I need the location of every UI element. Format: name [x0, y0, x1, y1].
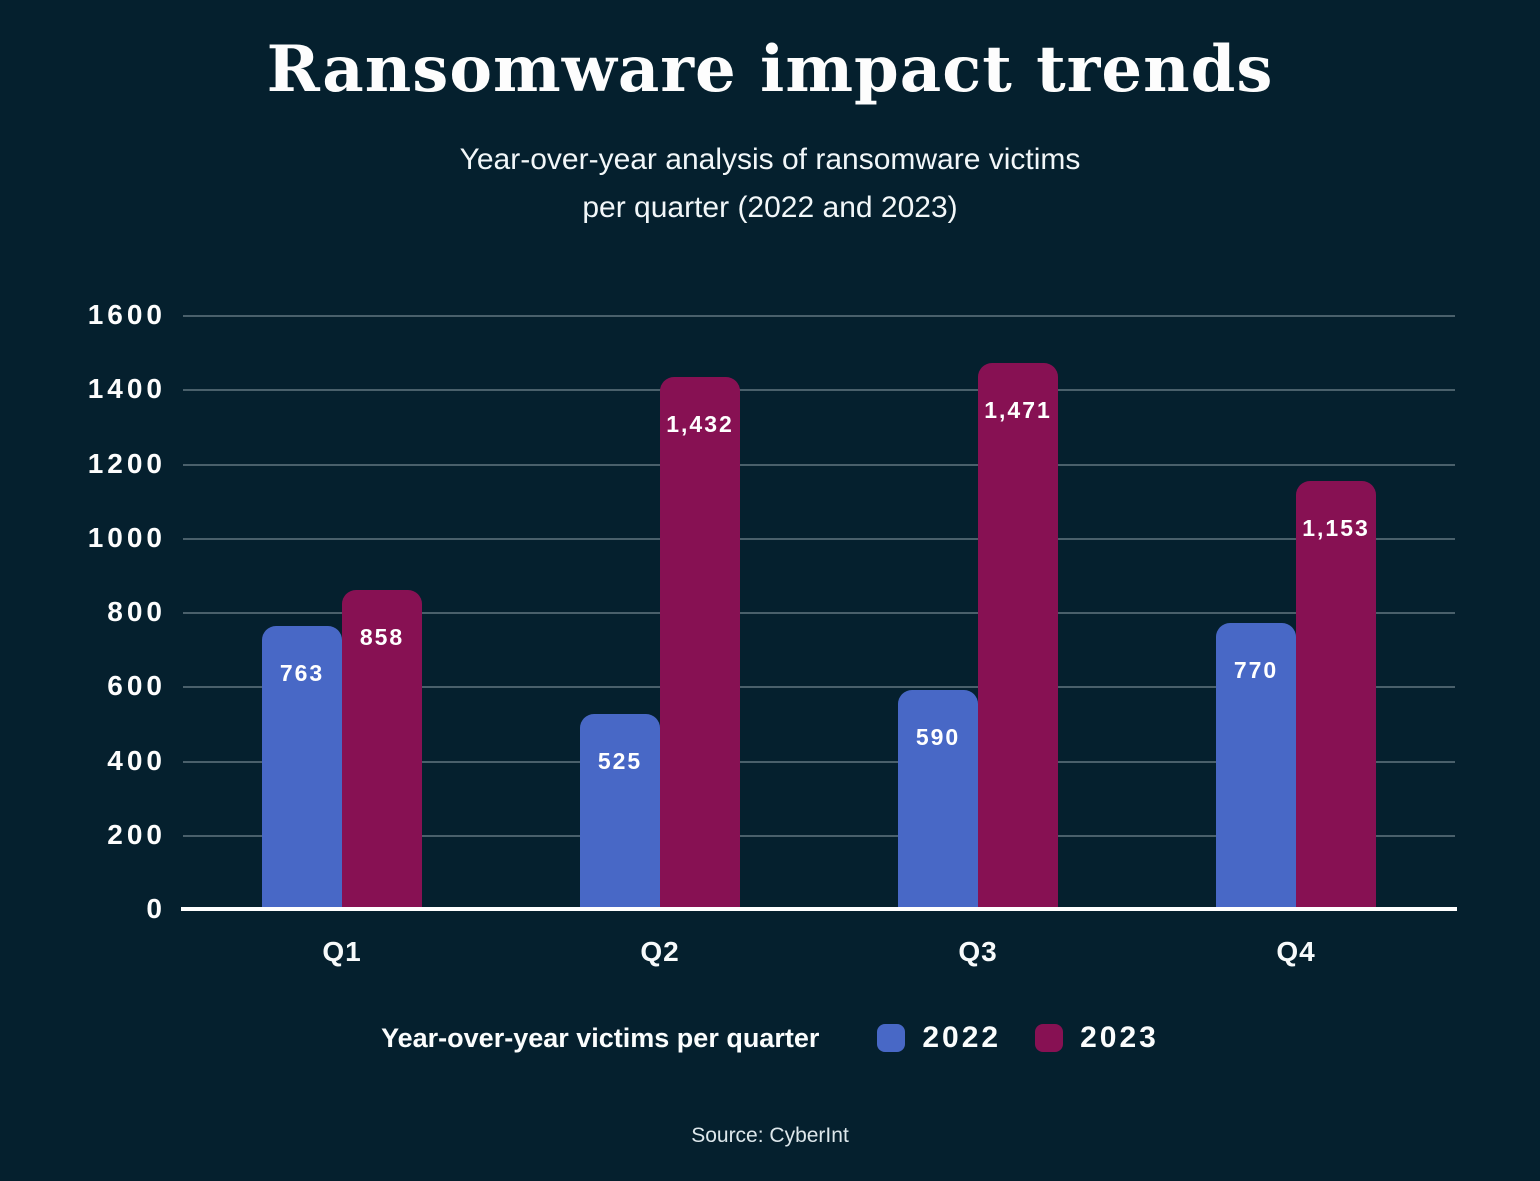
- y-axis-tick-label-1000: 1000: [87, 521, 166, 553]
- bar-group-q4: 770 1,153 Q4: [1216, 315, 1376, 967]
- bar-2023-q2: 1,432: [660, 377, 740, 909]
- bar-value-label-2023-q4: 1,153: [1302, 515, 1370, 541]
- gridline-400: [183, 760, 1455, 763]
- x-axis-label-q2: Q2: [640, 936, 680, 967]
- y-axis-tick-label-1200: 1200: [87, 447, 166, 479]
- gridline-800: [183, 612, 1455, 614]
- legend-items: 2022 2023: [877, 1021, 1159, 1055]
- bar-2022-q3: 590: [898, 690, 978, 909]
- gridline-1000: [183, 537, 1455, 540]
- gridline-600: [183, 686, 1455, 689]
- y-axis-tick-label-800: 800: [107, 596, 166, 627]
- bar-2023-q3: 1,471: [978, 363, 1058, 909]
- bar-group-q3: 590 1,471 Q3: [898, 315, 1058, 967]
- legend-swatch-2022: [877, 1024, 906, 1052]
- gridline-1400: [183, 389, 1455, 392]
- bar-value-label-2022-q4: 770: [1233, 657, 1279, 683]
- legend-title: Year-over-year victims per quarter: [381, 1022, 820, 1053]
- bar-value-label-2022-q2: 525: [597, 748, 643, 774]
- chart-plot-area: 0 200 400 600 800 1000 1200 1400 1600 763 858 Q1 525…: [88, 299, 1457, 967]
- subtitle-line-2: per quarter (2022 and 2023): [582, 191, 958, 224]
- bar-value-label-2023-q2: 1,432: [666, 411, 734, 437]
- subtitle-line-1: Year-over-year analysis of ransomware vi…: [459, 143, 1081, 176]
- gridline-1600: [183, 315, 1455, 317]
- x-axis-baseline: [181, 907, 1457, 911]
- legend-item-2023: 2023: [1035, 1021, 1159, 1055]
- chart-legend: Year-over-year victims per quarter 2022 2…: [0, 1021, 1540, 1055]
- bar-2022-q1: 763: [262, 626, 342, 909]
- y-axis-tick-label-1400: 1400: [87, 373, 166, 405]
- y-axis-tick-label-400: 400: [107, 744, 166, 776]
- x-axis-label-q3: Q3: [958, 936, 998, 967]
- gridline-1200: [183, 463, 1455, 466]
- bar-2022-q2: 525: [580, 714, 660, 909]
- bar-group-q2: 525 1,432 Q2: [580, 315, 740, 967]
- y-axis-tick-label-0: 0: [146, 893, 166, 924]
- bar-2023-q1: 858: [342, 590, 422, 909]
- legend-year-label-2022: 2022: [922, 1021, 1002, 1054]
- legend-item-2022: 2022: [877, 1021, 1001, 1055]
- bar-value-label-2023-q1: 858: [359, 624, 405, 650]
- bar-group-q1: 763 858 Q1: [262, 315, 422, 967]
- legend-swatch-2023: [1035, 1024, 1064, 1052]
- x-axis-label-q1: Q1: [322, 936, 362, 967]
- chart-subtitle: Year-over-year analysis of ransomware vi…: [0, 136, 1540, 232]
- bar-2022-q4: 770: [1216, 623, 1296, 909]
- x-axis-label-q4: Q4: [1276, 936, 1316, 967]
- bar-value-label-2022-q3: 590: [915, 724, 961, 750]
- bar-value-label-2023-q3: 1,471: [984, 397, 1052, 423]
- y-axis-tick-label-200: 200: [107, 818, 166, 850]
- gridline-200: [183, 834, 1455, 837]
- legend-year-label-2023: 2023: [1080, 1021, 1159, 1054]
- source-note: Source: CyberInt: [691, 1124, 849, 1147]
- y-axis-tick-label-600: 600: [107, 670, 166, 702]
- bar-2023-q4: 1,153: [1296, 481, 1376, 909]
- y-axis-tick-label-1600: 1600: [87, 299, 166, 330]
- page-title: Ransomware impact trends: [266, 32, 1274, 107]
- bar-value-label-2022-q1: 763: [279, 660, 325, 686]
